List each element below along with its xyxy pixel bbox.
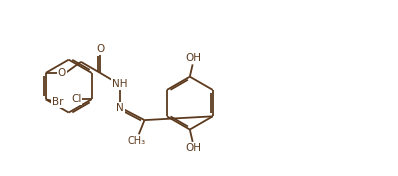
Text: O: O xyxy=(96,44,104,54)
Text: OH: OH xyxy=(185,143,202,153)
Text: Br: Br xyxy=(52,97,64,107)
Text: O: O xyxy=(58,68,66,78)
Text: OH: OH xyxy=(185,53,202,63)
Text: N: N xyxy=(116,103,124,113)
Text: CH₃: CH₃ xyxy=(128,136,146,146)
Text: NH: NH xyxy=(112,79,128,89)
Text: Cl: Cl xyxy=(71,94,82,104)
